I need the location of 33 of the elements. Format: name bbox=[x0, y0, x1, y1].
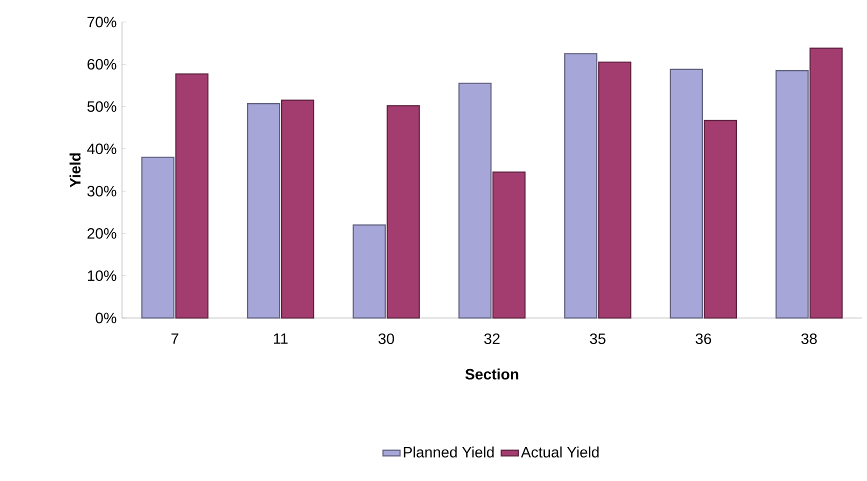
bar bbox=[598, 62, 632, 319]
bar bbox=[704, 120, 738, 319]
legend-label: Actual Yield bbox=[520, 446, 599, 458]
y-tick-label: 60% bbox=[88, 58, 116, 70]
x-tick-label: 36 bbox=[696, 333, 712, 344]
bar bbox=[246, 103, 280, 319]
x-tick-label: 38 bbox=[801, 333, 817, 344]
bar bbox=[670, 68, 704, 319]
bar bbox=[280, 100, 314, 319]
x-axis-title: Section bbox=[465, 368, 518, 380]
bar bbox=[141, 156, 174, 319]
x-tick-label: 35 bbox=[590, 333, 606, 344]
x-tick-label: 11 bbox=[274, 333, 288, 344]
bar bbox=[458, 82, 492, 319]
x-tick-label: 7 bbox=[171, 333, 178, 344]
y-tick-label: 0% bbox=[96, 312, 116, 324]
y-tick-label: 10% bbox=[88, 270, 116, 282]
y-tick-label: 40% bbox=[87, 144, 116, 154]
bar bbox=[564, 53, 598, 319]
y-axis-title: Yield bbox=[70, 153, 81, 188]
bar bbox=[175, 73, 208, 319]
bar bbox=[776, 70, 809, 319]
x-tick-label: 32 bbox=[484, 333, 500, 344]
y-tick-label: 70% bbox=[88, 16, 116, 28]
legend-label: Planned Yield bbox=[404, 446, 494, 458]
x-tick-label: 30 bbox=[378, 333, 394, 344]
y-tick-label: 20% bbox=[88, 228, 116, 239]
y-tick-label: 30% bbox=[87, 186, 116, 196]
bar bbox=[386, 105, 420, 319]
y-tick-label: 50% bbox=[87, 101, 116, 112]
bar bbox=[492, 172, 526, 319]
bar bbox=[810, 48, 843, 319]
bar bbox=[352, 224, 386, 319]
